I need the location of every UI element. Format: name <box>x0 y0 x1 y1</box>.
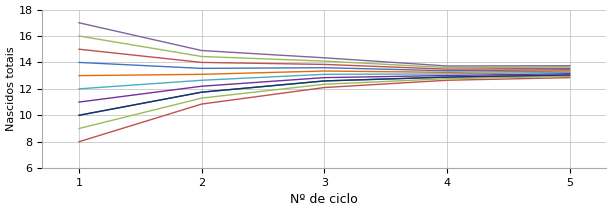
Y-axis label: Nascidos totais: Nascidos totais <box>6 47 15 131</box>
X-axis label: Nº de ciclo: Nº de ciclo <box>291 193 358 206</box>
